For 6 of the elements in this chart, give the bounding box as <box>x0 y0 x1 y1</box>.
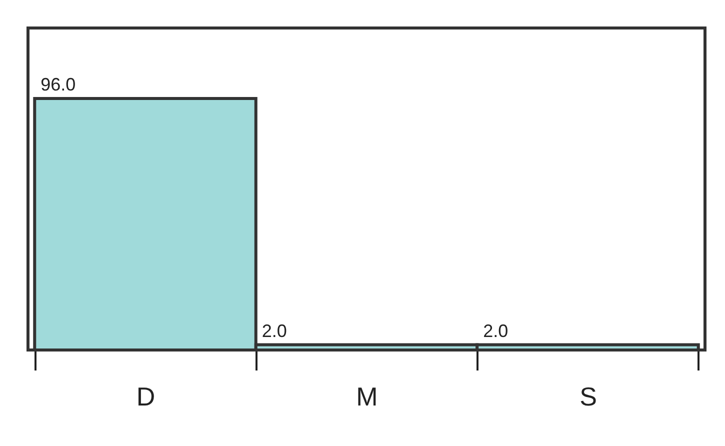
data-label: 96.0 <box>40 74 76 94</box>
data-label: 2.0 <box>262 320 287 341</box>
data-label: 2.0 <box>483 320 508 341</box>
x-tick-label: M <box>356 382 378 412</box>
x-tick-label: D <box>136 382 156 412</box>
x-tick-label: S <box>580 382 597 412</box>
